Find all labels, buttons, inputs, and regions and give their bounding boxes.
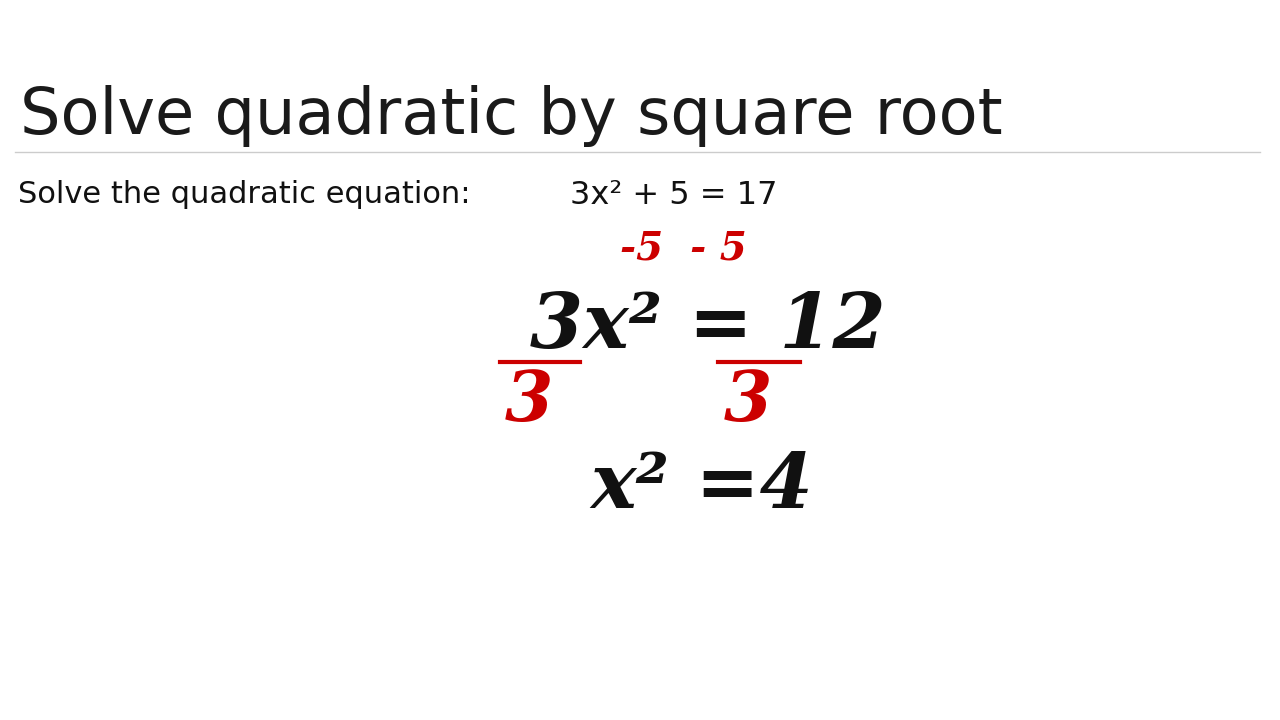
Text: 3x² + 5 = 17: 3x² + 5 = 17 xyxy=(570,180,777,211)
Text: Solve quadratic by square root: Solve quadratic by square root xyxy=(20,85,1002,147)
Text: x² =4: x² =4 xyxy=(590,450,813,524)
Text: 3x² = 12: 3x² = 12 xyxy=(530,290,886,364)
Text: 3: 3 xyxy=(724,368,772,436)
Text: 3: 3 xyxy=(506,368,553,436)
Text: -5  - 5: -5 - 5 xyxy=(620,230,746,268)
Text: Solve the quadratic equation:: Solve the quadratic equation: xyxy=(18,180,471,209)
